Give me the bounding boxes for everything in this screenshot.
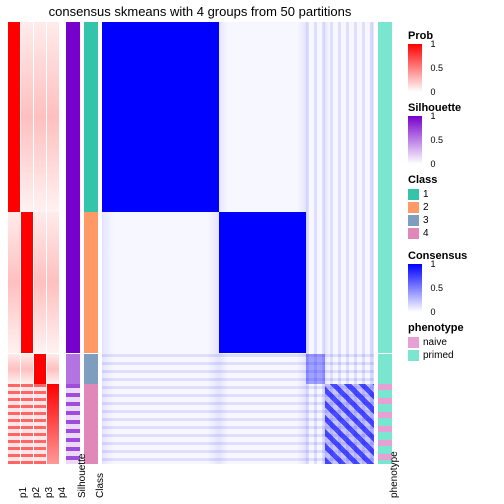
axis-label-p4: p4 bbox=[57, 487, 68, 498]
legend-class: Class 1234 bbox=[408, 174, 500, 240]
legend-consensus-title: Consensus bbox=[408, 250, 500, 262]
tick: 0 bbox=[430, 87, 435, 97]
legend-silhouette-title: Silhouette bbox=[408, 102, 500, 114]
colorbar-silhouette bbox=[408, 116, 422, 164]
legend-silhouette: Silhouette 10.50 bbox=[408, 102, 500, 164]
track-p1 bbox=[8, 22, 20, 464]
axis-label-phenotype: phenotype bbox=[389, 451, 400, 498]
legend-phenotype: phenotype naiveprimed bbox=[408, 322, 500, 362]
legend-class-item: 4 bbox=[408, 227, 500, 240]
tick: 1 bbox=[430, 259, 435, 269]
tick: 1 bbox=[430, 39, 435, 49]
tick: 0.5 bbox=[430, 135, 443, 145]
legend-class-item: 1 bbox=[408, 188, 500, 201]
legend-consensus: Consensus 10.50 bbox=[408, 250, 500, 312]
legend-prob: Prob 10.50 bbox=[408, 30, 500, 92]
tick: 0 bbox=[430, 307, 435, 317]
legend-class-item: 2 bbox=[408, 201, 500, 214]
legend-phenotype-title: phenotype bbox=[408, 322, 500, 334]
colorbar-consensus bbox=[408, 264, 422, 312]
legend-class-title: Class bbox=[408, 174, 500, 186]
track-p4 bbox=[47, 22, 59, 464]
tick: 0.5 bbox=[430, 63, 443, 73]
tick: 0 bbox=[430, 159, 435, 169]
legends: Prob 10.50 Silhouette 10.50 Class 1234 C… bbox=[408, 30, 500, 372]
consensus-heatmap bbox=[102, 22, 374, 464]
legend-phenotype-item: naive bbox=[408, 336, 500, 349]
colorbar-prob bbox=[408, 44, 422, 92]
tick: 0.5 bbox=[430, 283, 443, 293]
legend-prob-title: Prob bbox=[408, 30, 500, 42]
tick: 1 bbox=[430, 111, 435, 121]
class-track bbox=[84, 22, 98, 464]
axis-label-silhouette: Silhouette bbox=[77, 454, 88, 498]
legend-class-item: 3 bbox=[408, 214, 500, 227]
plot-area bbox=[8, 22, 400, 464]
legend-phenotype-item: primed bbox=[408, 349, 500, 362]
axis-label-class: Class bbox=[95, 473, 106, 498]
axis-label-p2: p2 bbox=[31, 487, 42, 498]
phenotype-track bbox=[378, 22, 392, 464]
axis-label-p3: p3 bbox=[44, 487, 55, 498]
track-p2 bbox=[21, 22, 33, 464]
axis-label-p1: p1 bbox=[18, 487, 29, 498]
plot-title: consensus skmeans with 4 groups from 50 … bbox=[0, 4, 400, 19]
silhouette-track bbox=[66, 22, 80, 464]
track-p3 bbox=[34, 22, 46, 464]
